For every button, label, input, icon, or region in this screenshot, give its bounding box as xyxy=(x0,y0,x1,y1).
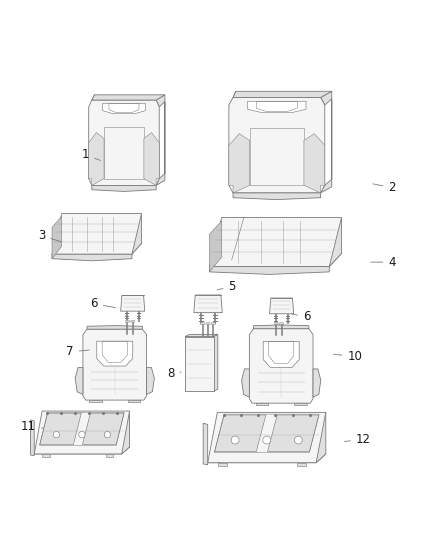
Polygon shape xyxy=(208,454,326,463)
Polygon shape xyxy=(52,254,132,261)
Polygon shape xyxy=(40,413,81,445)
Polygon shape xyxy=(209,217,342,266)
Circle shape xyxy=(53,431,60,438)
Polygon shape xyxy=(185,334,218,336)
Text: 8: 8 xyxy=(167,367,181,381)
Polygon shape xyxy=(83,329,147,400)
Polygon shape xyxy=(52,216,62,259)
Polygon shape xyxy=(316,413,326,463)
Text: 1: 1 xyxy=(81,148,100,161)
Polygon shape xyxy=(263,341,299,367)
Polygon shape xyxy=(233,91,332,98)
Polygon shape xyxy=(209,253,342,266)
Polygon shape xyxy=(97,341,133,366)
Polygon shape xyxy=(194,295,222,313)
Polygon shape xyxy=(297,463,306,466)
Polygon shape xyxy=(294,403,307,406)
Polygon shape xyxy=(233,193,321,199)
Polygon shape xyxy=(321,91,332,193)
Polygon shape xyxy=(215,415,266,451)
Polygon shape xyxy=(201,322,205,324)
Polygon shape xyxy=(242,369,249,397)
Text: 4: 4 xyxy=(371,256,396,269)
Polygon shape xyxy=(254,325,309,329)
Polygon shape xyxy=(250,128,304,185)
Polygon shape xyxy=(209,221,222,272)
Polygon shape xyxy=(156,95,165,185)
Polygon shape xyxy=(87,326,142,329)
Polygon shape xyxy=(102,103,145,114)
Polygon shape xyxy=(106,454,113,457)
Polygon shape xyxy=(31,420,34,456)
Polygon shape xyxy=(208,413,326,463)
Polygon shape xyxy=(92,185,156,191)
Polygon shape xyxy=(206,322,210,324)
Polygon shape xyxy=(209,266,329,274)
Polygon shape xyxy=(128,400,140,402)
Circle shape xyxy=(263,436,271,444)
Polygon shape xyxy=(147,367,154,394)
Text: 3: 3 xyxy=(38,229,61,243)
Polygon shape xyxy=(269,298,293,314)
Text: 11: 11 xyxy=(21,420,43,433)
Text: 10: 10 xyxy=(333,350,362,363)
Polygon shape xyxy=(313,369,321,397)
Polygon shape xyxy=(52,214,141,254)
Text: 2: 2 xyxy=(373,181,396,194)
Polygon shape xyxy=(247,101,306,112)
Polygon shape xyxy=(304,134,325,193)
Polygon shape xyxy=(82,413,124,445)
Polygon shape xyxy=(329,217,342,266)
Polygon shape xyxy=(132,214,141,254)
Polygon shape xyxy=(75,367,83,394)
Polygon shape xyxy=(214,334,218,391)
Polygon shape xyxy=(211,322,215,324)
Text: 6: 6 xyxy=(90,297,116,310)
Circle shape xyxy=(79,431,85,438)
Polygon shape xyxy=(229,134,250,193)
Polygon shape xyxy=(131,320,135,322)
Text: 6: 6 xyxy=(292,310,311,324)
Text: 7: 7 xyxy=(66,345,89,358)
Polygon shape xyxy=(274,322,279,324)
Text: 12: 12 xyxy=(344,433,371,446)
Polygon shape xyxy=(92,95,165,100)
Polygon shape xyxy=(89,400,102,402)
Polygon shape xyxy=(144,133,159,185)
Polygon shape xyxy=(104,127,144,179)
Polygon shape xyxy=(229,98,325,193)
Polygon shape xyxy=(279,322,284,324)
Polygon shape xyxy=(185,336,214,391)
Polygon shape xyxy=(203,423,208,465)
Polygon shape xyxy=(34,411,130,454)
Polygon shape xyxy=(34,447,130,454)
Polygon shape xyxy=(268,415,319,451)
Polygon shape xyxy=(256,403,268,406)
Polygon shape xyxy=(88,100,159,185)
Polygon shape xyxy=(88,133,104,185)
Polygon shape xyxy=(249,329,313,403)
Polygon shape xyxy=(120,295,145,311)
Circle shape xyxy=(231,436,239,444)
Circle shape xyxy=(294,436,302,444)
Polygon shape xyxy=(218,463,227,466)
Polygon shape xyxy=(52,243,141,254)
Text: 5: 5 xyxy=(217,280,236,293)
Circle shape xyxy=(104,431,111,438)
Polygon shape xyxy=(42,454,50,457)
Polygon shape xyxy=(125,320,130,322)
Polygon shape xyxy=(122,411,130,454)
